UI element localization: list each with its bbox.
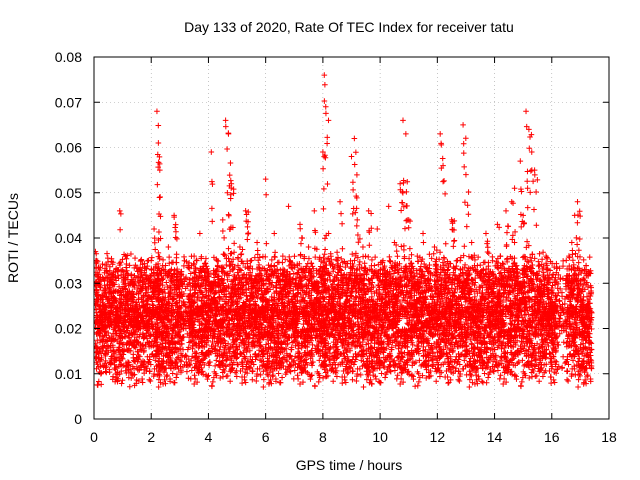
roti-cloud-point bbox=[114, 330, 120, 337]
roti-cloud-point bbox=[110, 373, 116, 380]
x-axis-label: GPS time / hours bbox=[296, 457, 403, 473]
roti-cloud-point bbox=[116, 283, 122, 290]
roti-cloud-point bbox=[118, 380, 125, 387]
roti-cloud-point bbox=[119, 256, 126, 263]
roti-cloud-point bbox=[108, 304, 114, 310]
roti-cloud-point bbox=[103, 262, 110, 268]
roti-cloud-point bbox=[111, 337, 117, 343]
roti-cloud-point bbox=[121, 348, 127, 355]
roti-cloud-point bbox=[115, 275, 122, 282]
roti-cloud-point bbox=[115, 272, 121, 279]
roti-cloud-point bbox=[111, 281, 118, 288]
roti-cloud-point bbox=[129, 306, 135, 313]
roti-cloud-point bbox=[128, 370, 135, 376]
y-axis-label: ROTI / TECUs bbox=[5, 193, 21, 283]
roti-cloud-point bbox=[122, 274, 129, 281]
roti-cloud-point bbox=[109, 272, 116, 278]
roti-cloud-point bbox=[128, 375, 135, 381]
roti-cloud-point bbox=[107, 263, 113, 270]
roti-cloud-point bbox=[97, 358, 103, 364]
roti-cloud-point bbox=[119, 377, 126, 384]
roti-cloud-point bbox=[94, 355, 99, 362]
roti-cloud-point bbox=[104, 345, 110, 352]
roti-cloud-point bbox=[123, 256, 130, 262]
roti-cloud-point bbox=[123, 261, 130, 267]
roti-cloud-point bbox=[121, 277, 127, 284]
roti-cloud-point bbox=[120, 362, 126, 369]
roti-cloud-point bbox=[126, 341, 133, 348]
roti-cloud-point bbox=[99, 319, 106, 326]
roti-cloud-point bbox=[94, 258, 101, 265]
roti-cloud-point bbox=[117, 289, 124, 296]
roti-cloud-point bbox=[126, 262, 133, 269]
roti-cloud-point bbox=[118, 259, 124, 266]
data-points bbox=[94, 72, 595, 390]
roti-cloud-point bbox=[127, 383, 133, 390]
roti-cloud-point bbox=[126, 335, 132, 341]
roti-cloud-point bbox=[96, 305, 103, 312]
roti-cloud-point bbox=[121, 283, 127, 290]
roti-cloud-point bbox=[126, 361, 132, 368]
roti-cloud-point bbox=[108, 290, 115, 297]
roti-cloud-point bbox=[123, 363, 130, 370]
roti-cloud-point bbox=[114, 267, 121, 273]
roti-cloud-point bbox=[103, 294, 110, 301]
roti-cloud-point bbox=[95, 382, 101, 388]
roti-cloud-point bbox=[94, 361, 101, 367]
roti-series bbox=[94, 72, 595, 390]
roti-cloud-point bbox=[119, 356, 126, 362]
roti-cloud-point bbox=[111, 349, 118, 355]
roti-cloud-point bbox=[114, 377, 121, 384]
roti-cloud-point bbox=[121, 341, 127, 348]
roti-cloud-point bbox=[100, 327, 106, 333]
roti-cloud-point bbox=[98, 381, 105, 388]
roti-cloud-point bbox=[102, 368, 109, 375]
roti-cloud-point bbox=[110, 342, 116, 349]
roti-cloud-point bbox=[116, 371, 123, 377]
roti-cloud-point bbox=[109, 321, 115, 328]
roti-cloud-point bbox=[106, 369, 113, 375]
roti-cloud-point bbox=[131, 365, 137, 372]
roti-cloud-point bbox=[104, 268, 110, 275]
roti-cloud-point bbox=[94, 344, 100, 351]
roti-cloud-point bbox=[95, 281, 102, 287]
chart-title: Day 133 of 2020, Rate Of TEC Index for r… bbox=[184, 19, 514, 35]
roti-cloud-point bbox=[98, 284, 104, 291]
roti-cloud-point bbox=[98, 370, 105, 376]
roti-cloud-point bbox=[97, 264, 104, 271]
roti-cloud-point bbox=[103, 363, 110, 369]
roti-cloud-point bbox=[117, 226, 123, 233]
roti-cloud-point bbox=[108, 278, 114, 284]
roti-cloud-point bbox=[106, 315, 112, 321]
roti-cloud-point bbox=[97, 278, 103, 285]
roti-cloud-point bbox=[116, 346, 123, 353]
roti-cloud-point bbox=[112, 297, 119, 304]
roti-cloud-point bbox=[128, 271, 135, 278]
roti-cloud-point bbox=[99, 261, 106, 267]
roti-cloud-point bbox=[129, 293, 136, 300]
roti-cloud-point bbox=[104, 250, 110, 257]
roti-cloud-point bbox=[100, 344, 107, 351]
roti-cloud-point bbox=[96, 271, 102, 278]
roti-cloud-point bbox=[112, 274, 119, 280]
roti-cloud-point bbox=[114, 305, 121, 312]
roti-cloud-point bbox=[94, 343, 99, 350]
roti-cloud-point bbox=[118, 211, 124, 217]
roti-cloud-point bbox=[117, 340, 123, 347]
roti-cloud-point bbox=[108, 255, 115, 262]
roti-cloud-point bbox=[109, 309, 115, 315]
roti-cloud-point bbox=[128, 251, 134, 257]
roti-cloud-point bbox=[102, 358, 109, 364]
roti-cloud-point bbox=[105, 349, 112, 356]
roti-cloud-point bbox=[110, 259, 116, 266]
roti-cloud-point bbox=[96, 378, 102, 385]
roti-cloud-point bbox=[120, 351, 127, 358]
roti-cloud-point bbox=[122, 333, 129, 340]
roti-cloud-point bbox=[117, 262, 123, 268]
